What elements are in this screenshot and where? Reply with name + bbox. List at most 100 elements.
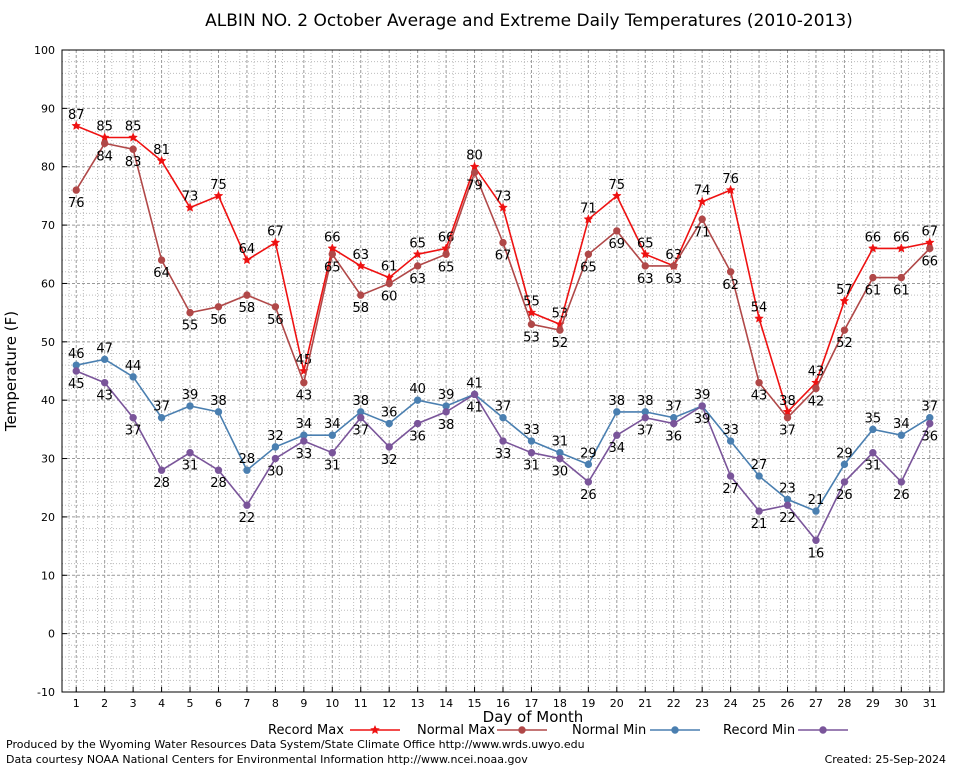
record-min-data-label: 31: [182, 459, 199, 474]
record-min-data-label: 26: [580, 488, 597, 503]
record-min-data-label: 36: [665, 430, 682, 445]
x-tick-label: 16: [496, 697, 510, 710]
record-min-series: 45 43 37 28 31 28 22 30 33 31 37 32 36 38 41 33 31 30 26 34…: [68, 367, 939, 561]
x-tick-label: 7: [243, 697, 250, 710]
normal-min-data-label: 23: [779, 481, 796, 496]
credit-line-1: Produced by the Wyoming Water Resources …: [6, 738, 585, 751]
y-tick-label: 40: [41, 394, 55, 407]
record-min-point: [897, 478, 906, 486]
normal-min-data-label: 29: [836, 446, 853, 461]
x-tick-label: 31: [923, 697, 937, 710]
normal-max-point: [328, 250, 336, 258]
record-max-point: [270, 237, 281, 247]
record-max-point: [725, 184, 736, 195]
normal-max-point: [385, 279, 393, 288]
record-min-point: [300, 437, 308, 445]
normal-min-point: [726, 437, 735, 445]
record-max-point: [242, 254, 252, 265]
normal-max-point: [72, 186, 80, 194]
record-max-point: [583, 214, 594, 224]
record-min-data-label: 33: [296, 447, 313, 462]
record-min-point: [783, 501, 792, 509]
normal-max-point: [869, 273, 877, 282]
record-min-data-label: 21: [751, 517, 768, 532]
record-min-data-label: 30: [552, 465, 569, 480]
y-axis-label: Temperature (F): [2, 311, 20, 432]
record-min-point: [100, 378, 109, 387]
record-max-data-label: 87: [68, 108, 85, 123]
record-min-point: [157, 466, 166, 474]
normal-min-data-label: 38: [352, 394, 369, 409]
normal-min-data-label: 34: [893, 417, 910, 432]
normal-min-data-label: 38: [637, 394, 654, 409]
record-min-data-label: 45: [68, 377, 85, 392]
record-min-data-label: 27: [722, 482, 739, 497]
x-tick-label: 1: [73, 697, 80, 710]
normal-max-point: [100, 139, 109, 148]
record-max-point: [327, 243, 338, 253]
normal-max-point: [641, 262, 649, 270]
record-max-point: [924, 237, 935, 247]
record-min-point: [726, 472, 735, 480]
x-tick-label: 8: [272, 697, 279, 710]
normal-min-point: [527, 437, 536, 445]
normal-min-point: [613, 408, 621, 416]
y-tick-label: 100: [34, 44, 55, 57]
normal-min-data-label: 47: [96, 341, 113, 356]
record-min-data-label: 37: [125, 424, 142, 439]
record-max-data-label: 55: [523, 295, 540, 310]
x-tick-label: 19: [581, 697, 595, 710]
record-min-data-label: 41: [466, 400, 483, 415]
record-min-data-label: 37: [637, 424, 654, 439]
normal-max-data-label: 53: [523, 330, 540, 345]
record-min-point: [72, 367, 80, 375]
normal-min-data-label: 41: [466, 376, 483, 391]
normal-max-data-label: 63: [637, 272, 654, 287]
record-max-point: [469, 161, 480, 171]
normal-max-point: [271, 303, 280, 311]
record-max-data-label: 61: [381, 260, 398, 275]
record-max-data-label: 75: [609, 178, 626, 193]
legend-marker-normal-min: [671, 726, 679, 734]
normal-min-point: [413, 396, 422, 404]
normal-min-point: [869, 425, 877, 434]
record-max-data-label: 73: [495, 190, 512, 205]
normal-min-data-label: 44: [125, 359, 142, 374]
record-max-point: [412, 249, 423, 259]
y-tick-label: 50: [41, 336, 55, 349]
record-min-point: [357, 413, 365, 422]
record-max-data-label: 71: [580, 201, 597, 216]
normal-max-point: [129, 145, 137, 153]
record-min-point: [584, 478, 593, 486]
x-tick-label: 30: [894, 697, 908, 710]
record-max-data-label: 66: [865, 230, 882, 245]
record-max-data-label: 64: [239, 242, 256, 257]
normal-max-point: [243, 291, 251, 299]
record-min-point: [755, 507, 763, 515]
record-min-point: [470, 390, 479, 399]
record-min-data-label: 26: [836, 488, 853, 503]
record-max-point: [526, 307, 537, 317]
chart-title: ALBIN NO. 2 October Average and Extreme …: [205, 11, 853, 31]
normal-max-point: [186, 308, 194, 317]
record-min-point: [499, 437, 507, 445]
record-max-point: [185, 202, 195, 212]
normal-min-data-label: 39: [438, 388, 455, 403]
record-min-point: [812, 536, 820, 544]
normal-max-point: [357, 291, 365, 299]
normal-max-point: [698, 215, 706, 223]
normal-min-point: [385, 419, 393, 428]
record-min-point: [413, 419, 422, 428]
normal-max-point: [214, 303, 223, 311]
normal-max-data-label: 52: [552, 336, 569, 351]
normal-max-data-label: 61: [893, 284, 910, 299]
normal-max-data-label: 65: [438, 260, 455, 275]
x-tick-label: 2: [101, 697, 108, 710]
record-min-point: [129, 413, 137, 422]
normal-min-data-label: 46: [68, 347, 85, 362]
record-min-point: [442, 408, 450, 416]
x-tick-label: 23: [695, 697, 709, 710]
x-tick-label: 17: [524, 697, 538, 710]
normal-max-point: [783, 413, 792, 422]
record-min-data-label: 36: [922, 430, 939, 445]
